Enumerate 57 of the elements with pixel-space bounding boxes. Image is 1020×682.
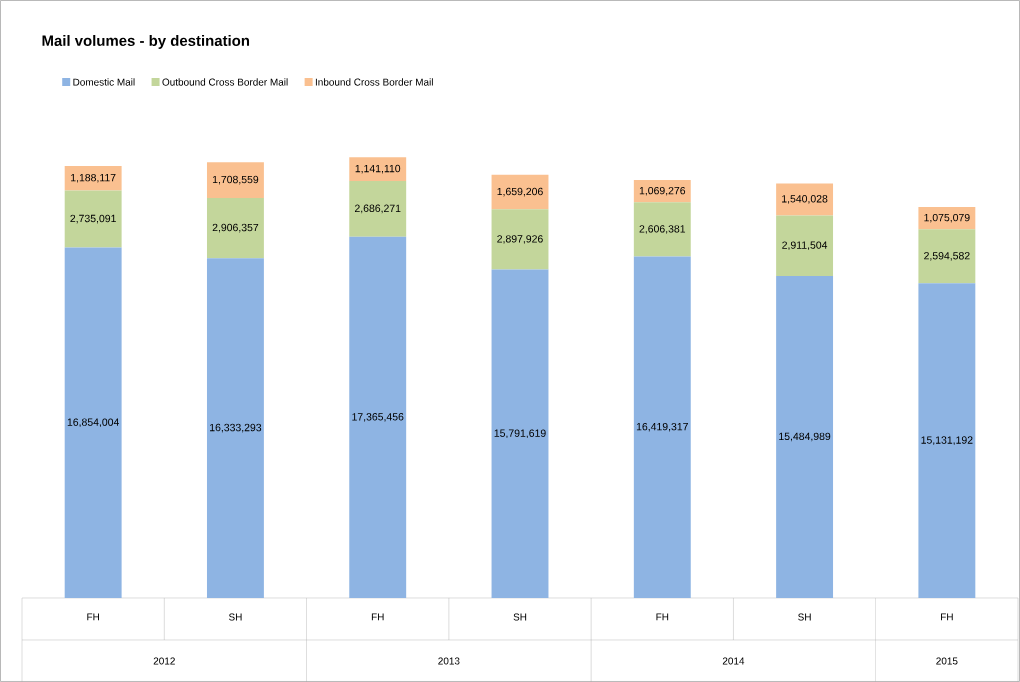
data-label: 2,897,926 (497, 235, 543, 244)
text: 2013 (438, 657, 460, 665)
data-label: 15,131,192 (921, 436, 973, 445)
bar (776, 275, 834, 598)
legend-label: Domestic Mail (73, 78, 135, 86)
x-tick-label: SH (513, 613, 527, 621)
bar (491, 269, 549, 598)
bar (491, 174, 549, 210)
data-label: 2,911,504 (782, 241, 828, 251)
text: 2012 (153, 657, 175, 665)
x-tick-label: FH (371, 613, 384, 621)
legend-label: Inbound Cross Border Mail (315, 78, 433, 86)
bar (206, 197, 264, 259)
data-label: 15,484,989 (779, 432, 831, 442)
data-label: 2,594,582 (924, 252, 970, 261)
data-label: 16,333,293 (210, 423, 262, 433)
legend-label: Outbound Cross Border Mail (162, 78, 288, 86)
bar (64, 165, 122, 191)
x-tick-label: SH (228, 613, 242, 621)
bar (206, 258, 264, 598)
bar (633, 202, 691, 257)
x-tick-label: SH (798, 613, 811, 621)
bar (349, 236, 407, 598)
bar (633, 180, 691, 203)
bar (776, 183, 834, 216)
data-label: 2,735,091 (70, 214, 116, 224)
data-label: 1,540,028 (782, 195, 828, 204)
text: 2014 (722, 657, 745, 665)
data-label: 1,188,117 (71, 173, 116, 183)
bar (349, 157, 407, 181)
x-tick-label: FH (87, 613, 99, 621)
x-tick-label: FH (656, 613, 669, 621)
data-label: 1,141,110 (355, 164, 401, 174)
x-tick-label: FH (941, 613, 953, 621)
data-label: 1,075,079 (924, 213, 970, 223)
data-label: 1,708,559 (212, 175, 259, 185)
bar (918, 229, 976, 284)
data-label: 16,854,004 (67, 418, 119, 428)
data-label: 17,365,456 (352, 413, 404, 422)
data-label: 1,069,276 (639, 186, 686, 196)
text: 2015 (936, 657, 958, 665)
bar (491, 209, 549, 270)
data-label: 2,686,271 (354, 204, 401, 214)
data-label: 15,791,619 (494, 429, 546, 439)
bar (64, 190, 122, 248)
bar (918, 283, 976, 598)
bar (918, 207, 976, 230)
chart-title: Mail volumes - by destination (42, 35, 250, 49)
bar (64, 247, 122, 598)
data-label: 1,659,206 (497, 187, 543, 197)
data-label: 2,906,357 (212, 223, 259, 233)
bar (349, 181, 407, 237)
data-label: 2,606,381 (639, 225, 686, 234)
bar (633, 256, 691, 598)
data-label: 16,419,317 (636, 422, 688, 432)
bar (776, 215, 834, 276)
bar (206, 162, 264, 198)
